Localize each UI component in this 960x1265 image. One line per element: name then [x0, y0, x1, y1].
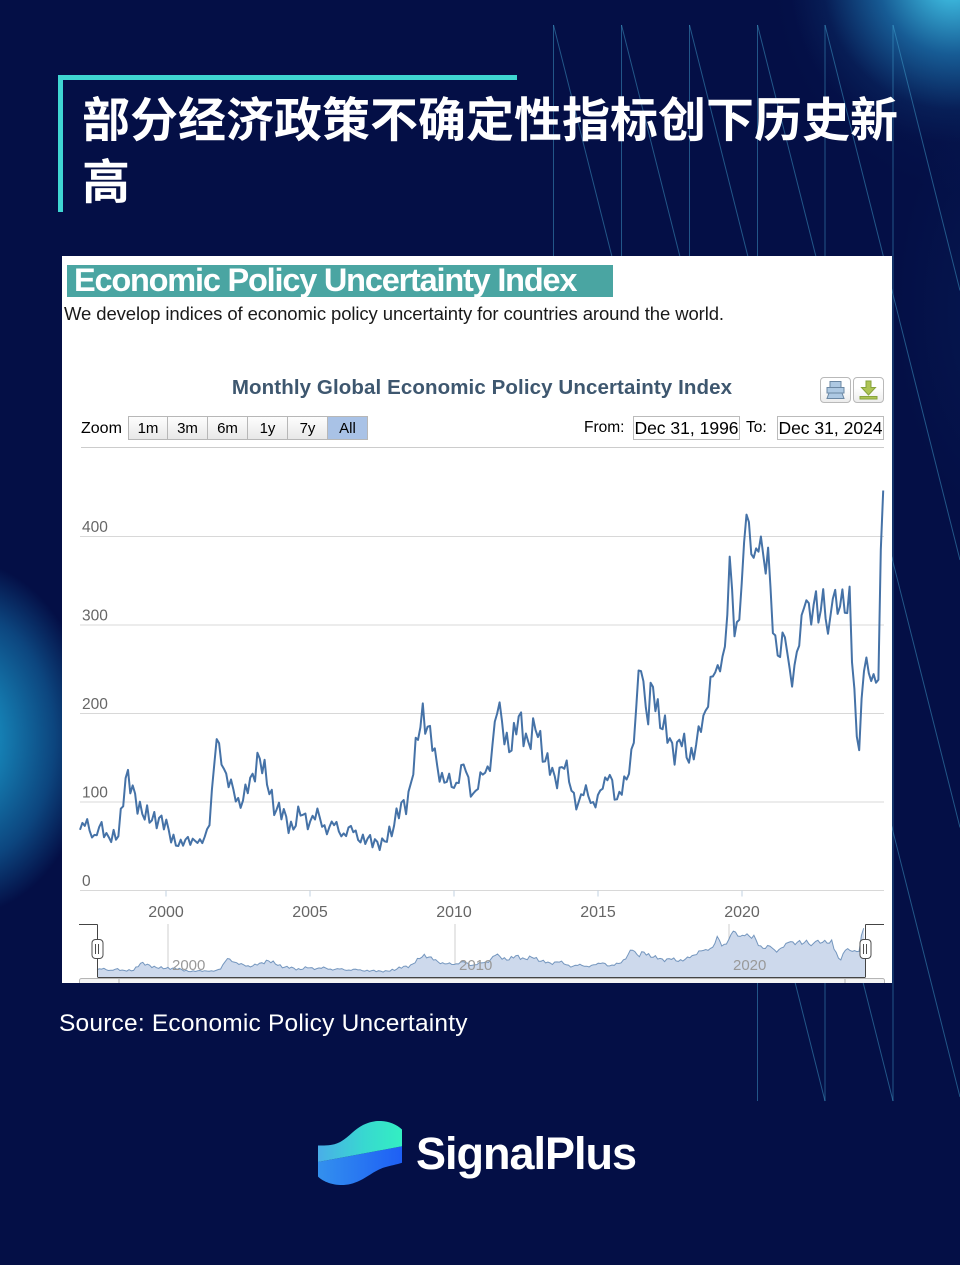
svg-text:2020: 2020 — [733, 957, 766, 974]
svg-text:2000: 2000 — [172, 957, 205, 974]
svg-text:2010: 2010 — [459, 957, 492, 974]
svg-text:2020: 2020 — [724, 904, 760, 921]
svg-text:200: 200 — [82, 696, 108, 713]
svg-text:2000: 2000 — [148, 904, 184, 921]
svg-text:400: 400 — [82, 519, 108, 536]
svg-text:0: 0 — [82, 873, 91, 890]
svg-text:300: 300 — [82, 608, 108, 625]
svg-text:100: 100 — [82, 785, 108, 802]
svg-text:2005: 2005 — [292, 904, 328, 921]
svg-text:2015: 2015 — [580, 904, 616, 921]
svg-text:2010: 2010 — [436, 904, 472, 921]
